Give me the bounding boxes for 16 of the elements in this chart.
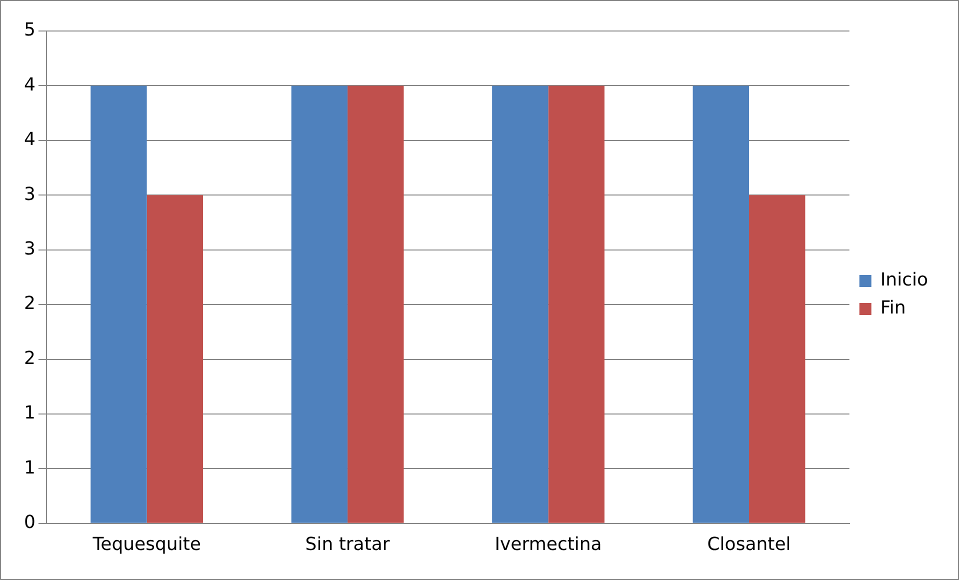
x-tick-label: Tequesquite [92, 534, 201, 555]
y-tick-label: 3 [24, 184, 36, 205]
x-tick-label: Ivermectina [494, 534, 602, 555]
legend-label: Fin [880, 298, 906, 319]
y-tick-label: 1 [24, 457, 36, 478]
y-tick-label: 4 [24, 129, 36, 150]
y-tick-label: 5 [24, 20, 36, 41]
legend-label: Inicio [880, 270, 928, 291]
y-tick-label: 3 [24, 238, 36, 260]
y-tick-label: 0 [24, 512, 36, 534]
y-tick-label: 1 [24, 402, 36, 424]
y-tick-label: 4 [24, 74, 36, 96]
x-tick-label: Closantel [707, 534, 791, 555]
y-tick-label: 2 [24, 293, 36, 314]
x-tick-label: Sin tratar [305, 534, 390, 555]
y-tick-label: 2 [24, 348, 36, 369]
